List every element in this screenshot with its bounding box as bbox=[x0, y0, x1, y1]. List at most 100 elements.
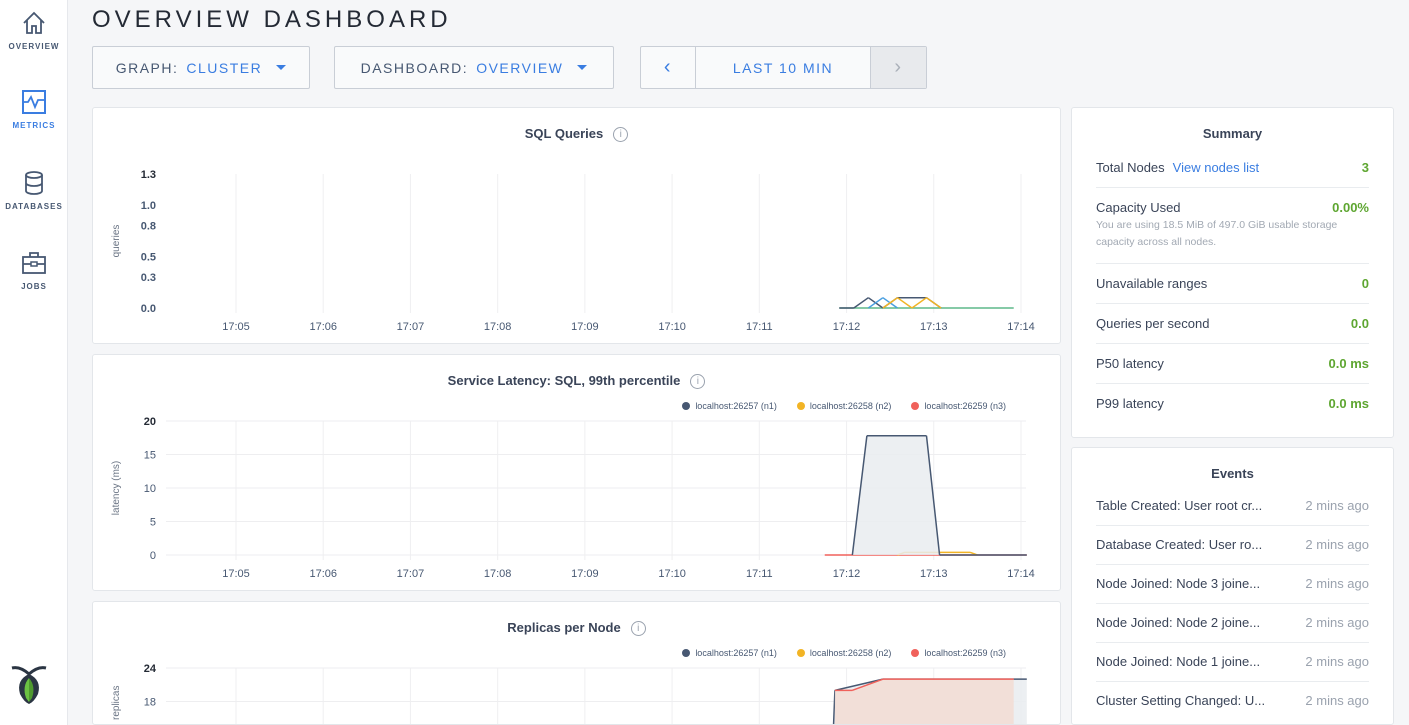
chart-title-text: SQL Queries bbox=[524, 126, 604, 141]
chart-legend: localhost:26257 (n1) localhost:26258 (n2)… bbox=[682, 401, 1006, 411]
summary-title: Summary bbox=[1202, 126, 1263, 141]
series-line bbox=[834, 678, 1014, 692]
nav-label: METRICS bbox=[12, 121, 56, 130]
x-tick-label: 17:12 bbox=[833, 568, 861, 580]
legend-dot bbox=[911, 649, 920, 657]
database-icon bbox=[25, 171, 43, 195]
x-tick-label: 17:07 bbox=[397, 321, 425, 333]
graph-dropdown[interactable]: GRAPH: CLUSTER bbox=[92, 46, 310, 89]
x-tick-label: 17:11 bbox=[746, 321, 773, 333]
briefcase-icon bbox=[22, 252, 46, 274]
nav-databases[interactable]: DATABASES bbox=[0, 170, 68, 211]
legend-item[interactable]: localhost:26257 (n1) bbox=[682, 648, 777, 658]
event-label: Database Created: User ro... bbox=[1096, 537, 1263, 552]
legend-item[interactable]: localhost:26258 (n2) bbox=[796, 401, 891, 411]
summary-label: P99 latency bbox=[1096, 396, 1164, 411]
cockroach-logo[interactable] bbox=[10, 664, 48, 706]
y-tick-label: 1.0 bbox=[141, 200, 156, 212]
legend-dot bbox=[796, 649, 805, 657]
x-tick-label: 17:08 bbox=[484, 568, 512, 580]
legend-dot bbox=[682, 402, 691, 410]
summary-label: Queries per second bbox=[1096, 316, 1210, 331]
event-time: 2 mins ago bbox=[1305, 498, 1369, 513]
home-icon bbox=[23, 11, 45, 34]
chart-title: Service Latency: SQL, 99th percentile i bbox=[93, 373, 1060, 390]
event-time: 2 mins ago bbox=[1305, 537, 1369, 552]
event-item[interactable]: Cluster Setting Changed: U... 2 mins ago bbox=[1096, 682, 1369, 720]
chart-card: Service Latency: SQL, 99th percentile i lo… bbox=[92, 354, 1061, 591]
nav-overview[interactable]: OVERVIEW bbox=[0, 10, 68, 51]
x-tick-label: 17:09 bbox=[571, 321, 599, 333]
x-tick-label: 17:11 bbox=[746, 568, 773, 580]
chart-svg: 0.0 0.3 0.5 0.8 1.0 1.3 17:05 17:06 17:07 17:08 17… bbox=[111, 169, 1035, 333]
legend-label: localhost:26258 (n2) bbox=[809, 648, 892, 658]
legend-label: localhost:26259 (n3) bbox=[924, 401, 1006, 411]
event-label: Cluster Setting Changed: U... bbox=[1096, 693, 1266, 708]
series-line bbox=[882, 297, 942, 309]
event-item[interactable]: Node Joined: Node 3 joine... 2 mins ago bbox=[1096, 565, 1369, 604]
time-range-button[interactable]: LAST 10 MIN bbox=[696, 47, 871, 88]
events-panel: Events Table Created: User root cr... 2 m… bbox=[1071, 447, 1394, 725]
x-tick-label: 17:07 bbox=[397, 568, 425, 580]
y-tick-label: 0.5 bbox=[141, 251, 156, 263]
event-item[interactable]: Table Created: User root cr... 2 mins ago bbox=[1096, 487, 1369, 526]
nav-label: DATABASES bbox=[5, 202, 63, 211]
info-icon[interactable]: i bbox=[690, 374, 706, 390]
legend-label: localhost:26257 (n1) bbox=[695, 401, 777, 411]
dashboard-value: OVERVIEW bbox=[476, 59, 564, 76]
y-axis-label: latency (ms) bbox=[111, 461, 122, 515]
y-axis-label: queries bbox=[111, 225, 122, 258]
y-tick-label: 24 bbox=[144, 663, 157, 675]
graph-label: GRAPH: bbox=[115, 59, 179, 76]
x-tick-label: 17:06 bbox=[309, 321, 337, 333]
y-tick-label: 18 bbox=[144, 697, 156, 709]
chart-svg: 18 24 replicas bbox=[111, 663, 1027, 724]
summary-p99: P99 latency 0.0 ms bbox=[1096, 384, 1369, 423]
event-label: Node Joined: Node 3 joine... bbox=[1096, 576, 1261, 591]
dashboard-label: DASHBOARD: bbox=[360, 59, 469, 76]
event-item[interactable]: Node Joined: Node 2 joine... 2 mins ago bbox=[1096, 604, 1369, 643]
info-icon[interactable]: i bbox=[630, 621, 646, 637]
x-tick-label: 17:09 bbox=[571, 568, 599, 580]
x-tick-label: 17:06 bbox=[309, 568, 337, 580]
x-tick-label: 17:13 bbox=[920, 568, 948, 580]
summary-unavailable: Unavailable ranges 0 bbox=[1096, 264, 1369, 304]
legend-item[interactable]: localhost:26258 (n2) bbox=[796, 648, 892, 658]
y-tick-label: 0.3 bbox=[141, 272, 156, 284]
x-tick-label: 17:08 bbox=[484, 321, 512, 333]
y-tick-label: 0.0 bbox=[141, 303, 156, 315]
legend-item[interactable]: localhost:26259 (n3) bbox=[911, 401, 1006, 411]
legend-item[interactable]: localhost:26257 (n1) bbox=[682, 401, 777, 411]
next-time-button[interactable]: › bbox=[871, 47, 926, 88]
y-tick-label: 0 bbox=[150, 550, 156, 562]
nav-jobs[interactable]: JOBS bbox=[0, 250, 68, 291]
event-time: 2 mins ago bbox=[1305, 615, 1369, 630]
x-tick-label: 17:12 bbox=[833, 321, 861, 333]
summary-label: Total Nodes bbox=[1096, 160, 1165, 175]
event-label: Node Joined: Node 2 joine... bbox=[1096, 615, 1261, 630]
summary-capacity: Capacity Used 0.00% You are using 18.5 MiB… bbox=[1096, 188, 1369, 264]
chevron-down-icon bbox=[577, 65, 588, 70]
summary-value: 0.00% bbox=[1332, 200, 1369, 215]
chart-title: SQL Queries i bbox=[93, 126, 1060, 143]
nav-metrics[interactable]: METRICS bbox=[0, 89, 68, 130]
y-axis-label: replicas bbox=[111, 686, 122, 720]
summary-total-nodes: Total Nodes View nodes list 3 bbox=[1096, 151, 1369, 188]
event-item[interactable]: Node Joined: Node 1 joine... 2 mins ago bbox=[1096, 643, 1369, 682]
legend-dot bbox=[796, 402, 805, 410]
y-tick-label: 1.3 bbox=[141, 169, 156, 181]
info-icon[interactable]: i bbox=[613, 127, 629, 143]
nav-label: JOBS bbox=[21, 282, 47, 291]
x-tick-label: 17:13 bbox=[920, 321, 948, 333]
event-item[interactable]: Database Created: User ro... 2 mins ago bbox=[1096, 526, 1369, 565]
prev-time-button[interactable]: ‹ bbox=[641, 47, 696, 88]
chart-card: SQL Queries i 0.0 0.3 0.5 0.8 1.0 1.3 17:05 17:06… bbox=[92, 107, 1061, 344]
event-time: 2 mins ago bbox=[1305, 693, 1369, 708]
event-label: Node Joined: Node 1 joine... bbox=[1096, 654, 1261, 669]
dashboard-dropdown[interactable]: DASHBOARD: OVERVIEW bbox=[334, 46, 614, 89]
summary-qps: Queries per second 0.0 bbox=[1096, 304, 1369, 344]
legend-item[interactable]: localhost:26259 (n3) bbox=[911, 648, 1006, 658]
legend-dot bbox=[682, 649, 691, 657]
x-tick-label: 17:14 bbox=[1007, 568, 1035, 580]
view-nodes-link[interactable]: View nodes list bbox=[1172, 160, 1260, 175]
